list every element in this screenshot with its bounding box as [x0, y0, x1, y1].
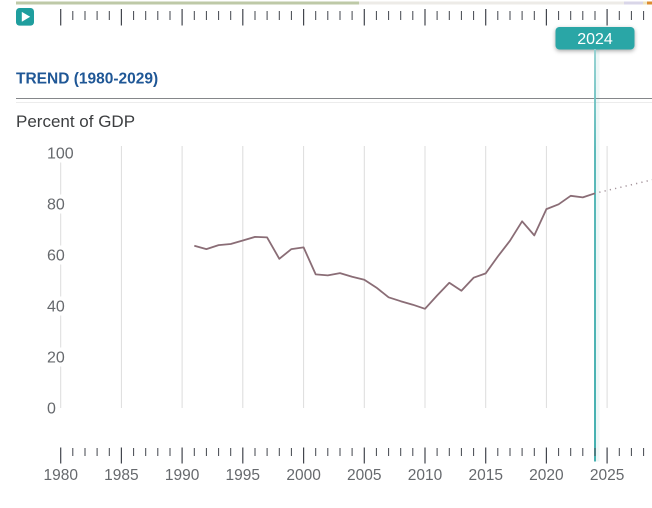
svg-text:2024: 2024 [577, 31, 613, 48]
svg-text:40: 40 [47, 299, 65, 316]
svg-text:80: 80 [47, 197, 65, 214]
svg-text:1995: 1995 [226, 467, 260, 484]
svg-text:2010: 2010 [408, 467, 443, 484]
svg-text:TREND (1980-2029): TREND (1980-2029) [16, 71, 158, 88]
svg-text:0: 0 [47, 401, 56, 418]
svg-text:60: 60 [47, 248, 65, 265]
svg-text:1985: 1985 [104, 467, 138, 484]
svg-text:100: 100 [47, 146, 74, 163]
svg-text:1990: 1990 [165, 467, 200, 484]
svg-text:Percent of GDP: Percent of GDP [16, 112, 135, 131]
svg-text:2020: 2020 [529, 467, 564, 484]
svg-text:2005: 2005 [347, 467, 381, 484]
svg-text:20: 20 [47, 350, 65, 367]
svg-text:2025: 2025 [590, 467, 624, 484]
svg-text:2000: 2000 [286, 467, 321, 484]
svg-text:1980: 1980 [43, 467, 78, 484]
svg-text:2015: 2015 [468, 467, 502, 484]
